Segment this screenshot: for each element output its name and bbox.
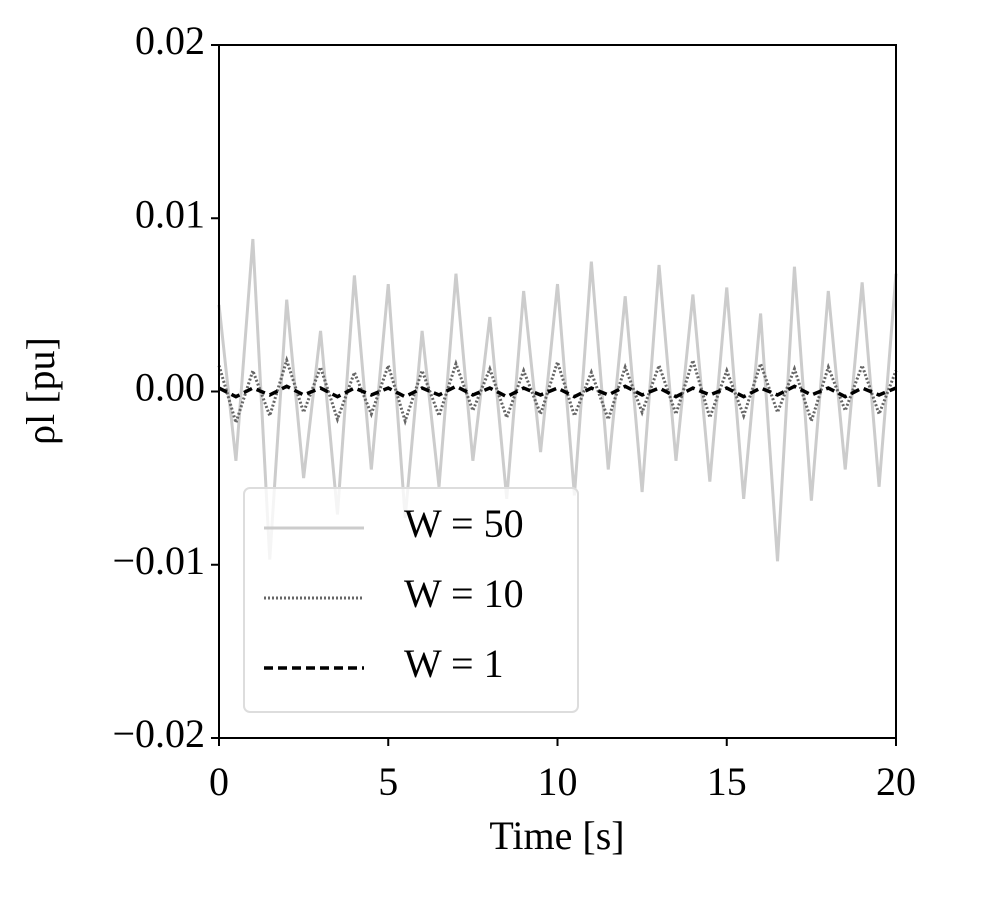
y-tick-label: −0.02 (112, 711, 205, 756)
x-tick-label: 15 (707, 759, 747, 804)
x-axis-label: Time [s] (489, 813, 624, 858)
legend-label: W = 10 (404, 571, 524, 616)
x-tick-label: 5 (378, 759, 398, 804)
y-axis-label: ρl [pu] (18, 337, 63, 445)
series-line (217, 355, 898, 428)
legend-label: W = 1 (404, 641, 504, 686)
plot-frame (218, 44, 897, 739)
x-tick-label: 20 (876, 759, 916, 804)
y-tick-label: 0.00 (135, 365, 205, 410)
x-tick-label: 10 (538, 759, 578, 804)
legend-box (243, 487, 579, 713)
series-line (217, 238, 898, 562)
x-tick-label: 0 (209, 759, 229, 804)
series-line (218, 384, 897, 399)
y-tick-label: −0.01 (112, 538, 205, 583)
y-tick-label: 0.01 (135, 191, 205, 236)
y-tick-label: 0.02 (135, 18, 205, 63)
legend-label: W = 50 (404, 501, 524, 546)
